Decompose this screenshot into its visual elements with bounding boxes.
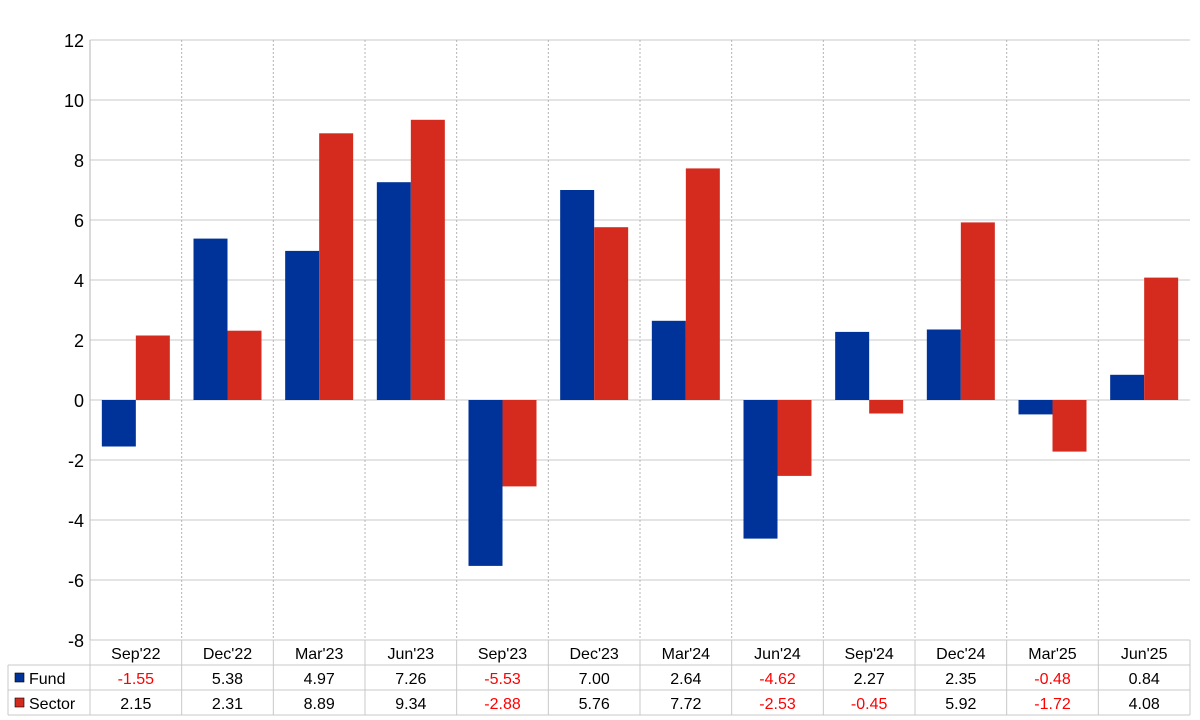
bar-sector (869, 400, 904, 414)
bar-sector (1052, 400, 1087, 452)
category-label: Mar'23 (295, 646, 344, 663)
table-value-fund: 2.64 (670, 671, 701, 688)
table-value-sector: 5.92 (945, 696, 976, 713)
y-tick-label: 4 (74, 271, 84, 291)
y-tick-label: 12 (64, 31, 84, 51)
table-value-fund: -5.53 (484, 671, 521, 688)
table-value-sector: 4.08 (1129, 696, 1160, 713)
category-label: Jun'24 (754, 646, 801, 663)
bar-sector (685, 168, 720, 400)
y-tick-label: 10 (64, 91, 84, 111)
legend-swatch-fund (14, 672, 25, 683)
category-label: Dec'23 (570, 646, 619, 663)
bar-fund (560, 190, 595, 400)
y-tick-label: -8 (68, 631, 84, 651)
y-tick-label: 2 (74, 331, 84, 351)
table-value-fund: 7.26 (395, 671, 426, 688)
y-tick-label: -2 (68, 451, 84, 471)
bar-sector (594, 227, 629, 400)
bar-fund (468, 400, 503, 566)
bar-sector (502, 400, 537, 487)
bar-sector (960, 222, 995, 400)
table-value-fund: -1.55 (118, 671, 155, 688)
bar-fund (926, 329, 961, 400)
bar-fund (101, 400, 136, 447)
bar-fund (193, 238, 228, 400)
table-value-fund: 7.00 (579, 671, 610, 688)
table-value-sector: -2.53 (759, 696, 796, 713)
table-value-fund: 0.84 (1129, 671, 1160, 688)
y-tick-label: -6 (68, 571, 84, 591)
category-label: Dec'24 (936, 646, 985, 663)
table-value-fund: 2.27 (854, 671, 885, 688)
bar-fund (743, 400, 778, 539)
category-label: Sep'23 (478, 646, 527, 663)
legend-swatch-sector (14, 697, 25, 708)
legend-label-sector: Sector (29, 696, 76, 713)
y-tick-label: -4 (68, 511, 84, 531)
bar-sector (1144, 277, 1179, 400)
table-value-sector: 2.15 (120, 696, 151, 713)
table-value-sector: 9.34 (395, 696, 426, 713)
table-value-sector: 2.31 (212, 696, 243, 713)
table-value-fund: -4.62 (759, 671, 796, 688)
bar-fund (376, 182, 411, 400)
bar-fund (285, 250, 320, 400)
bar-fund (835, 331, 870, 400)
bar-fund (1110, 374, 1145, 400)
legend-label-fund: Fund (29, 671, 65, 688)
bar-sector (227, 330, 262, 400)
bars (101, 119, 1179, 566)
table-value-sector: 8.89 (304, 696, 335, 713)
bar-sector (410, 119, 445, 401)
data-table: Sep'22 Dec'22 Mar'23 Jun'23 Sep'23 Dec'23 Mar'… (7, 639, 1191, 716)
bar-fund (651, 320, 686, 400)
category-label: Mar'24 (662, 646, 711, 663)
table-value-sector: 5.76 (579, 696, 610, 713)
table-value-fund: 2.35 (945, 671, 976, 688)
bar-fund (1018, 400, 1053, 415)
table-value-sector: -1.72 (1034, 696, 1071, 713)
table-value-fund: -0.48 (1034, 671, 1071, 688)
table-value-fund: 4.97 (304, 671, 335, 688)
table-value-sector: 7.72 (670, 696, 701, 713)
y-tick-label: 8 (74, 151, 84, 171)
grid-lines (89, 39, 1190, 641)
category-label: Dec'22 (203, 646, 252, 663)
category-label: Jun'25 (1121, 646, 1168, 663)
category-label: Mar'25 (1028, 646, 1077, 663)
bar-sector (135, 335, 170, 400)
table-value-sector: -0.45 (851, 696, 888, 713)
category-label: Sep'24 (845, 646, 894, 663)
y-tick-label: 0 (74, 391, 84, 411)
category-label: Jun'23 (388, 646, 435, 663)
bar-sector (319, 133, 354, 401)
y-axis: -8 -6 -4 -2 0 2 4 6 8 10 12 (64, 31, 84, 651)
category-label: Sep'22 (111, 646, 160, 663)
table-value-sector: -2.88 (484, 696, 521, 713)
y-tick-label: 6 (74, 211, 84, 231)
bar-sector (777, 400, 812, 476)
table-value-fund: 5.38 (212, 671, 243, 688)
